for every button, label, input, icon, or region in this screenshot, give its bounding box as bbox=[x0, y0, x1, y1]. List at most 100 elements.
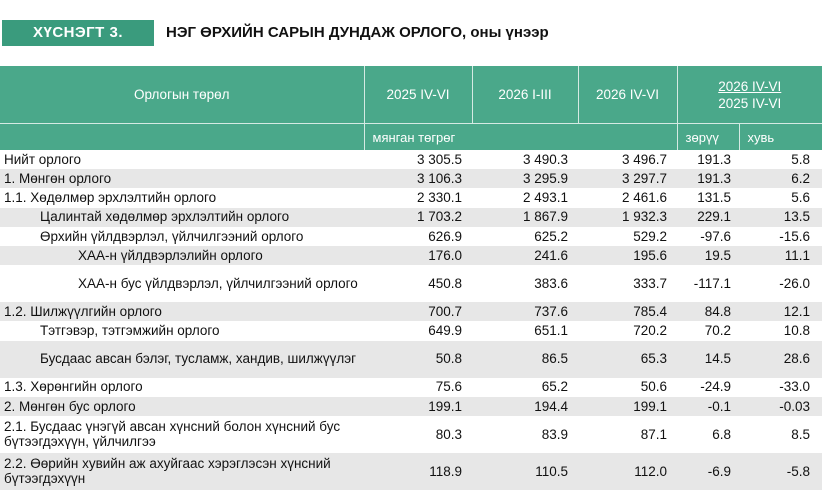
value-percent: -0.03 bbox=[739, 396, 823, 416]
value-change: -97.6 bbox=[700, 228, 731, 244]
value-percent: 8.5 bbox=[791, 426, 811, 442]
value-2026-iv-vi: 50.6 bbox=[640, 379, 667, 395]
header-period-3: 2026 IV-VI bbox=[578, 66, 678, 124]
row-label: 2. Мөнгөн бус орлого bbox=[0, 396, 364, 416]
value-percent: 13.5 bbox=[739, 207, 823, 227]
value-2025-iv-vi: 450.8 bbox=[428, 275, 462, 291]
header-category: Орлогын төрөл bbox=[0, 66, 365, 124]
value-2025-iv-vi: 700.7 bbox=[364, 302, 472, 322]
table-row: ХАА-н үйлдвэрлэлийн орлого 176.0 241.6 195.… bbox=[0, 245, 823, 266]
header-percent: хувь bbox=[739, 123, 823, 150]
value-2025-iv-vi: 75.6 bbox=[435, 379, 462, 395]
value-change: 6.8 bbox=[712, 426, 731, 442]
value-percent: 11.1 bbox=[739, 245, 823, 266]
table-title: НЭГ ӨРХИЙН САРЫН ДУНДАЖ ОРЛОГО, оны үнээ… bbox=[166, 20, 549, 46]
header-comparison: 2026 IV-VI 2025 IV-VI bbox=[677, 66, 823, 124]
row-label: 1.3. Хөрөнгийн орлого bbox=[4, 379, 143, 395]
value-percent: 12.1 bbox=[739, 302, 823, 322]
value-2026-i-iii: 625.2 bbox=[534, 228, 568, 244]
header-blank bbox=[0, 123, 365, 150]
row-label: 1. Мөнгөн орлого bbox=[0, 169, 364, 189]
row-label: Бусдаас авсан бэлэг, тусламж, хандив, ши… bbox=[0, 340, 364, 378]
value-2026-iv-vi: 3 496.7 bbox=[621, 151, 667, 167]
table-row: 1.1. Хөдөлмөр эрхлэлтийн орлого 2 330.1 2 … bbox=[0, 188, 822, 207]
table-row: 2. Мөнгөн бус орлого 199.1 194.4 199.1 -0.1-… bbox=[0, 396, 823, 416]
value-2026-i-iii: 383.6 bbox=[534, 275, 568, 291]
value-2026-iv-vi: 3 297.7 bbox=[578, 169, 677, 189]
value-percent: 6.2 bbox=[739, 169, 823, 189]
row-label: Нийт орлого bbox=[4, 151, 81, 167]
value-2026-iv-vi: 195.6 bbox=[578, 245, 677, 266]
header-comparison-bottom: 2025 IV-VI bbox=[718, 95, 782, 111]
row-label: ХАА-н бус үйлдвэрлэл, үйлчилгээний орлог… bbox=[78, 275, 358, 291]
value-2026-iv-vi: 87.1 bbox=[640, 426, 667, 442]
table-row: Бусдаас авсан бэлэг, тусламж, хандив, ши… bbox=[0, 340, 823, 378]
row-label: Цалинтай хөдөлмөр эрхлэлтийн орлого bbox=[0, 207, 364, 227]
header-change: зөрүү bbox=[677, 123, 740, 150]
value-change: 19.5 bbox=[677, 245, 739, 266]
value-2026-iv-vi: 112.0 bbox=[578, 452, 677, 490]
table-row: Тэтгэвэр, тэтгэмжийн орлого 649.9 651.1 720… bbox=[0, 321, 822, 340]
table-row: ХАА-н бус үйлдвэрлэл, үйлчилгээний орлог… bbox=[0, 265, 822, 302]
table-row: Нийт орлого 3 305.5 3 490.3 3 496.7 191.3 5.8 bbox=[0, 150, 822, 169]
value-change: -24.9 bbox=[700, 379, 731, 395]
value-change: 191.3 bbox=[677, 169, 739, 189]
header-period-2: 2026 I-III bbox=[472, 66, 579, 124]
value-2026-i-iii: 65.2 bbox=[541, 379, 568, 395]
value-2026-i-iii: 83.9 bbox=[541, 426, 568, 442]
value-2026-iv-vi: 199.1 bbox=[578, 396, 677, 416]
value-2025-iv-vi: 1 703.2 bbox=[364, 207, 472, 227]
header-comparison-top: 2026 IV-VI bbox=[718, 78, 782, 94]
value-2026-i-iii: 651.1 bbox=[534, 323, 568, 339]
value-change: -0.1 bbox=[677, 396, 739, 416]
row-label: 2.1. Бусдаас үнэгүй авсан хүнсний болон … bbox=[4, 418, 341, 450]
value-percent: -5.8 bbox=[739, 452, 823, 490]
value-2026-iv-vi: 1 932.3 bbox=[578, 207, 677, 227]
value-2026-i-iii: 2 493.1 bbox=[522, 190, 568, 206]
value-2026-i-iii: 110.5 bbox=[472, 452, 578, 490]
table-title-bar: ХҮСНЭГТ 3. НЭГ ӨРХИЙН САРЫН ДУНДАЖ ОРЛОГ… bbox=[0, 0, 824, 60]
value-2025-iv-vi: 3 106.3 bbox=[364, 169, 472, 189]
table-row: 1.3. Хөрөнгийн орлого 75.6 65.2 50.6 -24.9 -3… bbox=[0, 378, 822, 397]
value-change: 131.5 bbox=[697, 190, 731, 206]
row-label: 1.2. Шилжүүлгийн орлого bbox=[0, 302, 364, 322]
value-2026-iv-vi: 720.2 bbox=[633, 323, 667, 339]
value-percent: -26.0 bbox=[779, 275, 811, 291]
table-title-main: НЭГ ӨРХИЙН САРЫН ДУНДАЖ ОРЛОГО, bbox=[166, 24, 471, 41]
row-label: 2.2. Өөрийн хувийн аж ахуйгаас хэрэглэсэ… bbox=[0, 452, 364, 490]
value-percent: 5.8 bbox=[791, 151, 811, 167]
value-2025-iv-vi: 3 305.5 bbox=[416, 151, 462, 167]
table-body: Нийт орлого 3 305.5 3 490.3 3 496.7 191.3 5.8… bbox=[0, 150, 823, 490]
table-row: 1.2. Шилжүүлгийн орлого 700.7 737.6 785.4 84… bbox=[0, 302, 823, 322]
value-percent: 5.6 bbox=[791, 190, 811, 206]
value-2025-iv-vi: 199.1 bbox=[364, 396, 472, 416]
value-2026-iv-vi: 333.7 bbox=[633, 275, 667, 291]
table-row: 2.1. Бусдаас үнэгүй авсан хүнсний болон … bbox=[0, 416, 822, 453]
value-2026-iv-vi: 529.2 bbox=[633, 228, 667, 244]
value-2026-iv-vi: 65.3 bbox=[578, 340, 677, 378]
value-2025-iv-vi: 649.9 bbox=[428, 323, 462, 339]
value-2026-iv-vi: 785.4 bbox=[578, 302, 677, 322]
table-row: 2.2. Өөрийн хувийн аж ахуйгаас хэрэглэсэ… bbox=[0, 452, 823, 490]
value-change: -6.9 bbox=[677, 452, 739, 490]
value-2026-i-iii: 3 490.3 bbox=[522, 151, 568, 167]
value-2025-iv-vi: 50.8 bbox=[364, 340, 472, 378]
table-row: Цалинтай хөдөлмөр эрхлэлтийн орлого 1 703… bbox=[0, 207, 823, 227]
value-2026-i-iii: 86.5 bbox=[472, 340, 578, 378]
value-percent: 10.8 bbox=[783, 323, 811, 339]
table-row: 1. Мөнгөн орлого 3 106.3 3 295.9 3 297.7 191… bbox=[0, 169, 823, 189]
value-percent: -15.6 bbox=[779, 228, 811, 244]
row-label: 1.1. Хөдөлмөр эрхлэлтийн орлого bbox=[4, 190, 217, 206]
value-change: -117.1 bbox=[693, 275, 731, 291]
value-2026-i-iii: 737.6 bbox=[472, 302, 578, 322]
value-2025-iv-vi: 80.3 bbox=[435, 426, 462, 442]
value-2025-iv-vi: 176.0 bbox=[364, 245, 472, 266]
value-percent: 28.6 bbox=[739, 340, 823, 378]
header-period-1: 2025 IV-VI bbox=[364, 66, 473, 124]
value-2026-i-iii: 241.6 bbox=[472, 245, 578, 266]
value-2026-i-iii: 194.4 bbox=[472, 396, 578, 416]
table-number-badge: ХҮСНЭГТ 3. bbox=[2, 20, 154, 46]
value-2026-iv-vi: 2 461.6 bbox=[621, 190, 667, 206]
value-change: 191.3 bbox=[697, 151, 731, 167]
value-2026-i-iii: 3 295.9 bbox=[472, 169, 578, 189]
